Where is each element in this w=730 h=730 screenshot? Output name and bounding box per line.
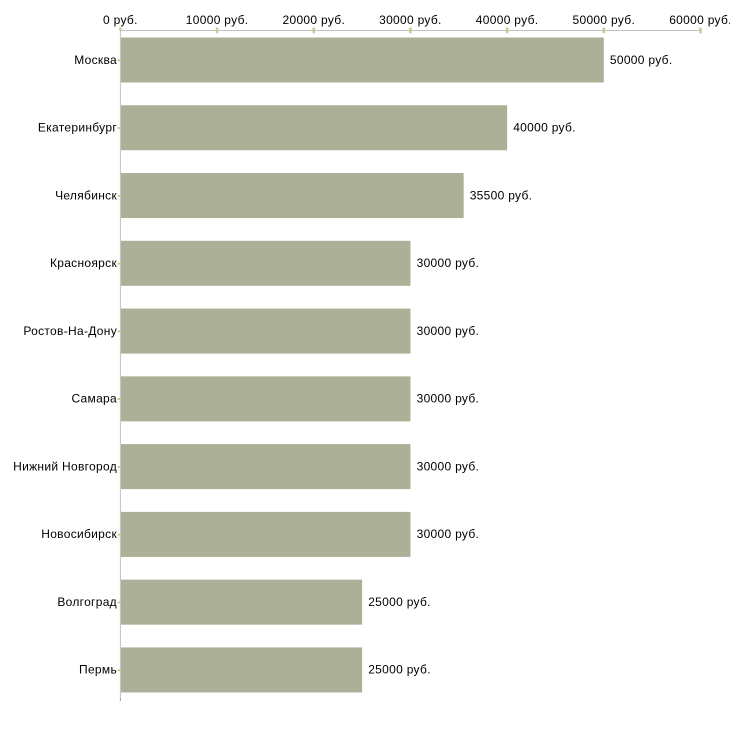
svg-text:30000 руб.: 30000 руб. (417, 256, 480, 270)
svg-text:25000 руб.: 25000 руб. (368, 663, 431, 677)
svg-text:30000 руб.: 30000 руб. (417, 459, 480, 473)
svg-text:30000 руб.: 30000 руб. (417, 392, 480, 406)
svg-text:50000 руб.: 50000 руб. (573, 13, 636, 27)
svg-text:50000 руб.: 50000 руб. (610, 53, 673, 67)
svg-text:Новосибирск: Новосибирск (41, 527, 117, 541)
svg-text:Красноярск: Красноярск (50, 256, 118, 270)
svg-text:Ростов-На-Дону: Ростов-На-Дону (23, 324, 117, 338)
svg-text:60000 руб.: 60000 руб. (669, 13, 730, 27)
svg-text:20000 руб.: 20000 руб. (283, 13, 346, 27)
svg-text:Челябинск: Челябинск (55, 188, 117, 202)
svg-text:30000 руб.: 30000 руб. (417, 527, 480, 541)
svg-text:Нижний Новгород: Нижний Новгород (13, 459, 117, 473)
svg-text:Самара: Самара (71, 392, 117, 406)
svg-text:10000 руб.: 10000 руб. (186, 13, 249, 27)
svg-text:Москва: Москва (74, 53, 117, 67)
svg-text:25000 руб.: 25000 руб. (368, 595, 431, 609)
svg-text:Пермь: Пермь (79, 663, 117, 677)
svg-text:Екатеринбург: Екатеринбург (38, 121, 117, 135)
svg-text:0 руб.: 0 руб. (103, 13, 138, 27)
svg-text:40000 руб.: 40000 руб. (476, 13, 539, 27)
svg-text:30000 руб.: 30000 руб. (417, 324, 480, 338)
svg-text:30000 руб.: 30000 руб. (379, 13, 442, 27)
svg-text:40000 руб.: 40000 руб. (513, 121, 576, 135)
svg-text:Волгоград: Волгоград (57, 595, 117, 609)
svg-text:35500 руб.: 35500 руб. (470, 188, 533, 202)
